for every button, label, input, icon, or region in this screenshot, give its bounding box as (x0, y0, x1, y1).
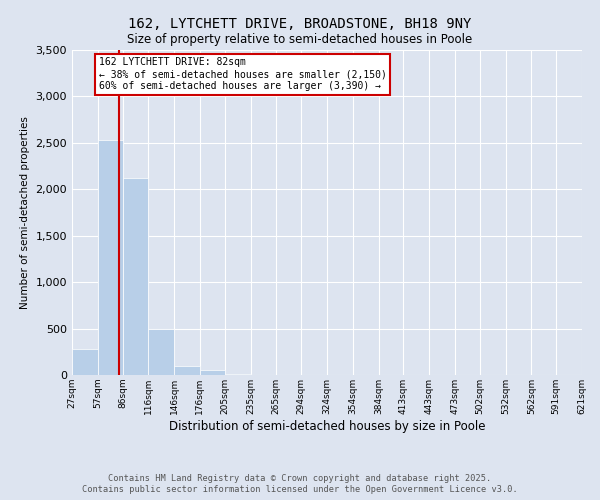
Text: Contains HM Land Registry data © Crown copyright and database right 2025.
Contai: Contains HM Land Registry data © Crown c… (82, 474, 518, 494)
Y-axis label: Number of semi-detached properties: Number of semi-detached properties (20, 116, 30, 309)
Bar (148, 328, 174, 375)
Text: Size of property relative to semi-detached houses in Poole: Size of property relative to semi-detach… (127, 32, 473, 46)
Bar (225, 374, 251, 375)
Bar (72, 349, 98, 375)
Bar (174, 366, 200, 375)
Text: 162 LYTCHETT DRIVE: 82sqm
← 38% of semi-detached houses are smaller (2,150)
60% : 162 LYTCHETT DRIVE: 82sqm ← 38% of semi-… (98, 58, 386, 90)
Bar (98, 140, 122, 375)
Bar (200, 370, 225, 375)
Text: 162, LYTCHETT DRIVE, BROADSTONE, BH18 9NY: 162, LYTCHETT DRIVE, BROADSTONE, BH18 9N… (128, 18, 472, 32)
X-axis label: Distribution of semi-detached houses by size in Poole: Distribution of semi-detached houses by … (169, 420, 485, 432)
Bar (122, 178, 148, 375)
